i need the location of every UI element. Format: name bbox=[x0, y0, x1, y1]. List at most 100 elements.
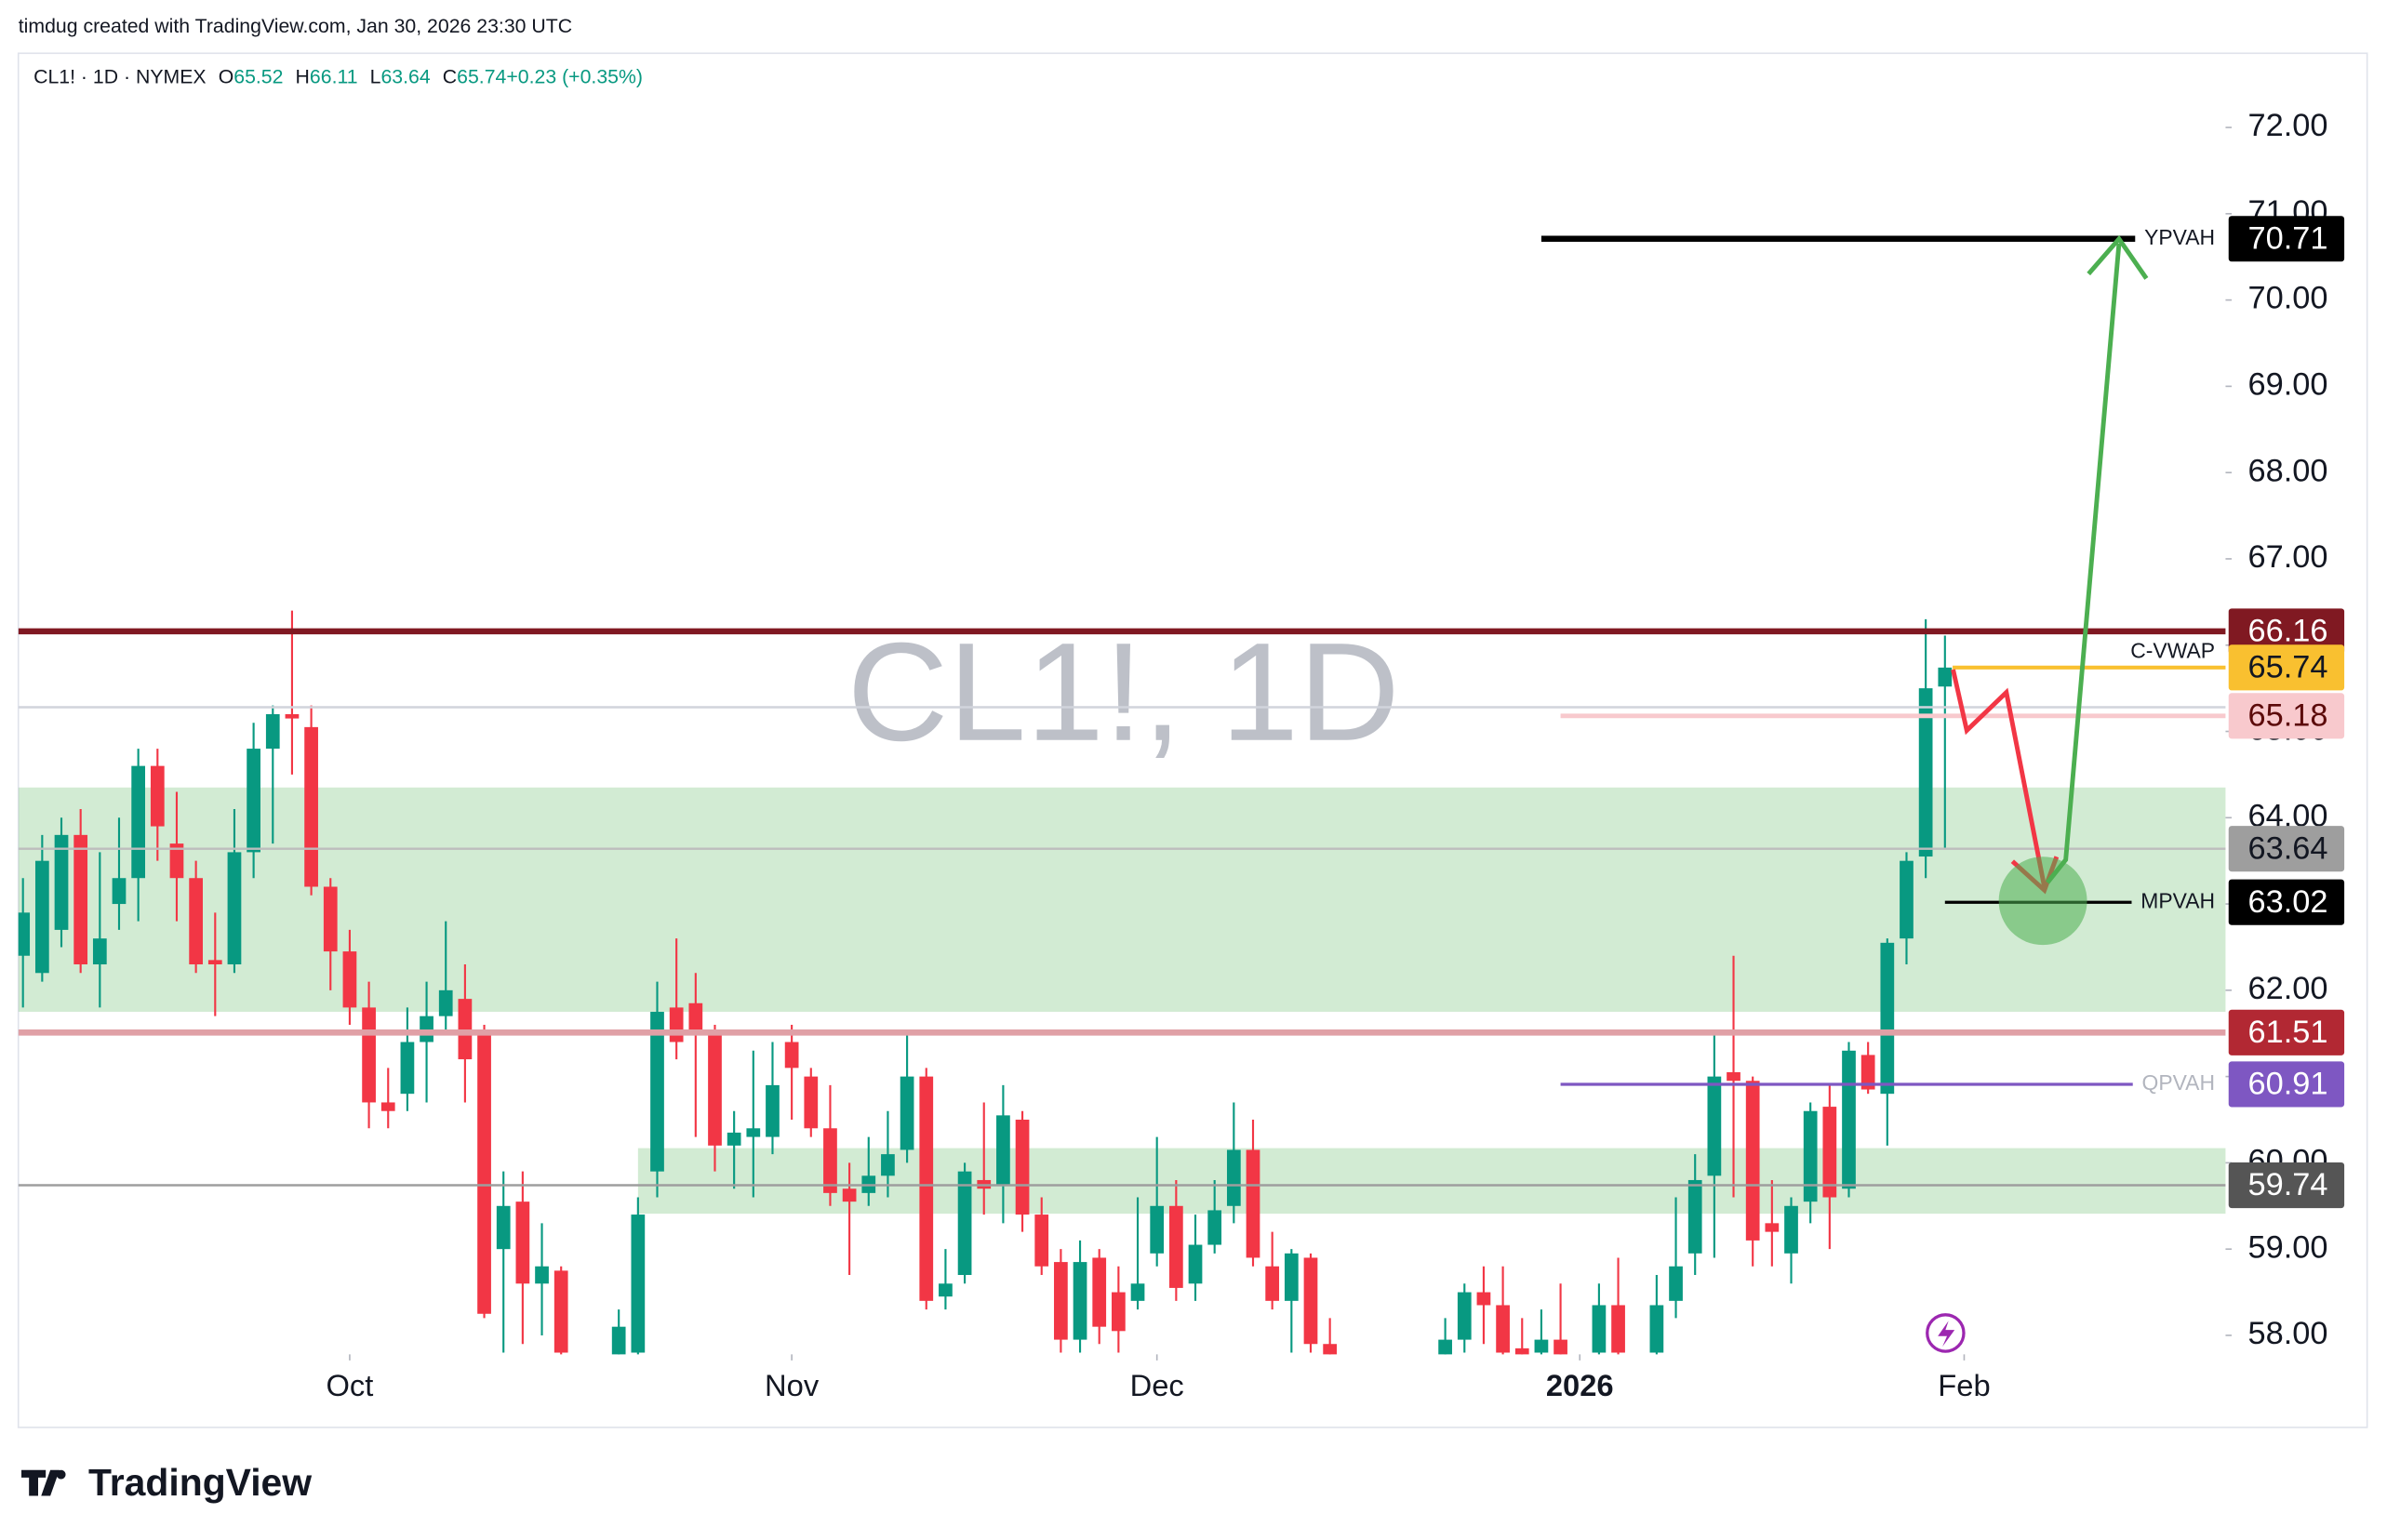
candle-body bbox=[342, 951, 357, 1008]
candle-body bbox=[1554, 1339, 1567, 1355]
y-tick-label: 68.00 bbox=[2248, 453, 2328, 488]
candle-body bbox=[54, 834, 69, 930]
red-path-arrow bbox=[1951, 669, 2047, 888]
level-price-label: 60.91 bbox=[2248, 1067, 2328, 1102]
level-price-box bbox=[2228, 1061, 2345, 1108]
candle-body bbox=[304, 726, 318, 887]
level-price-box bbox=[2228, 644, 2345, 691]
level-price-label: 59.74 bbox=[2248, 1167, 2328, 1202]
candle-body bbox=[1860, 1055, 1875, 1090]
ohlc-value: 65.74 bbox=[457, 65, 506, 87]
candle-body bbox=[1246, 1149, 1260, 1258]
symbol: CL1! · 1D · NYMEX bbox=[33, 65, 207, 87]
symbol-header: CL1! · 1D · NYMEX O65.52 H66.11 L63.64 C65.7… bbox=[33, 65, 643, 87]
ohlc-label: H bbox=[296, 65, 310, 87]
ohlc-value: 66.11 bbox=[310, 65, 358, 87]
candle-body bbox=[842, 1188, 857, 1202]
candle-body bbox=[438, 989, 453, 1016]
candle-body bbox=[631, 1215, 646, 1353]
ohlc-value: +0.23 (+0.35%) bbox=[506, 65, 643, 87]
candle-body bbox=[1457, 1292, 1472, 1340]
candle-body bbox=[1765, 1223, 1780, 1232]
y-tick-label: 59.00 bbox=[2248, 1229, 2328, 1265]
candle-body bbox=[1592, 1305, 1607, 1353]
candle-body bbox=[1073, 1262, 1087, 1340]
candle-body bbox=[1611, 1305, 1625, 1353]
candle-body bbox=[227, 852, 242, 965]
level-name: MPVAH bbox=[2140, 888, 2215, 912]
candle-body bbox=[957, 1171, 972, 1276]
candle-body bbox=[73, 834, 88, 965]
candle-body bbox=[458, 999, 473, 1060]
candle-body bbox=[131, 765, 146, 879]
candle-body bbox=[1496, 1305, 1510, 1353]
candle-body bbox=[34, 860, 49, 974]
candle-body bbox=[1900, 860, 1914, 939]
value-zone bbox=[637, 1148, 2226, 1215]
candle-body bbox=[496, 1205, 511, 1250]
level-price-box bbox=[2228, 216, 2345, 262]
candle-body bbox=[362, 1007, 376, 1103]
candle-body bbox=[1188, 1244, 1203, 1284]
candle-body bbox=[189, 878, 203, 965]
brand-name: TradingView bbox=[88, 1461, 312, 1504]
candle-body bbox=[150, 765, 165, 827]
target-circle bbox=[1998, 856, 2087, 946]
candle-body bbox=[669, 1007, 684, 1042]
candle-body bbox=[380, 1102, 395, 1111]
y-tick-label: 67.00 bbox=[2248, 539, 2328, 575]
level-price-label: 70.71 bbox=[2248, 220, 2328, 256]
level-name: QPVAH bbox=[2142, 1070, 2215, 1095]
candle-body bbox=[1130, 1283, 1145, 1301]
y-tick-label: 62.00 bbox=[2248, 971, 2328, 1006]
candle-body bbox=[400, 1042, 415, 1095]
level-price-label: 61.51 bbox=[2248, 1015, 2328, 1050]
candle-body bbox=[265, 713, 280, 750]
candle-body bbox=[919, 1076, 934, 1301]
ohlc-label: O bbox=[219, 65, 234, 87]
credit: timdug created with TradingView.com, Jan… bbox=[19, 15, 572, 37]
candle-body bbox=[1880, 942, 1895, 1095]
ohlc-label: L bbox=[370, 65, 381, 87]
candle-body bbox=[881, 1154, 895, 1176]
brand-logo bbox=[21, 1469, 66, 1496]
level-price-label: 65.18 bbox=[2248, 698, 2328, 734]
watermark: CL1!, 1D bbox=[847, 614, 1400, 770]
candle-body bbox=[1438, 1339, 1452, 1355]
candle-body bbox=[1707, 1076, 1722, 1176]
candle-body bbox=[1842, 1050, 1856, 1189]
candle-body bbox=[207, 960, 222, 965]
ohlc-label: C bbox=[443, 65, 457, 87]
candle-body bbox=[1803, 1110, 1818, 1202]
level-price-label: 63.64 bbox=[2248, 830, 2328, 866]
candle-body bbox=[804, 1076, 819, 1129]
candle-body bbox=[477, 1033, 491, 1314]
y-tick-label: 70.00 bbox=[2248, 281, 2328, 316]
candle-body bbox=[900, 1076, 914, 1150]
y-tick-label: 72.00 bbox=[2248, 108, 2328, 143]
drawings bbox=[1926, 234, 2149, 1353]
candle-body bbox=[1034, 1215, 1049, 1267]
level-price-box bbox=[2228, 608, 2345, 655]
candle-body bbox=[1323, 1344, 1338, 1355]
candle-body bbox=[1150, 1205, 1165, 1254]
candle-body bbox=[1514, 1348, 1529, 1355]
candle-body bbox=[18, 912, 31, 956]
candle-body bbox=[169, 843, 184, 879]
candle-body bbox=[996, 1115, 1010, 1185]
candle-body bbox=[1265, 1266, 1280, 1301]
candle-body bbox=[708, 1033, 722, 1146]
candle-body bbox=[1687, 1179, 1702, 1254]
candle-body bbox=[535, 1266, 549, 1284]
candle-body bbox=[1284, 1253, 1299, 1301]
candle-body bbox=[688, 1002, 703, 1034]
x-tick-label: Nov bbox=[765, 1368, 820, 1402]
candle-body bbox=[1534, 1339, 1549, 1353]
level-price-box bbox=[2228, 1009, 2345, 1055]
candle-body bbox=[515, 1201, 530, 1284]
chart-frame bbox=[17, 52, 2368, 1428]
candle-body bbox=[1745, 1081, 1760, 1241]
event-icon[interactable] bbox=[1926, 1313, 1966, 1353]
